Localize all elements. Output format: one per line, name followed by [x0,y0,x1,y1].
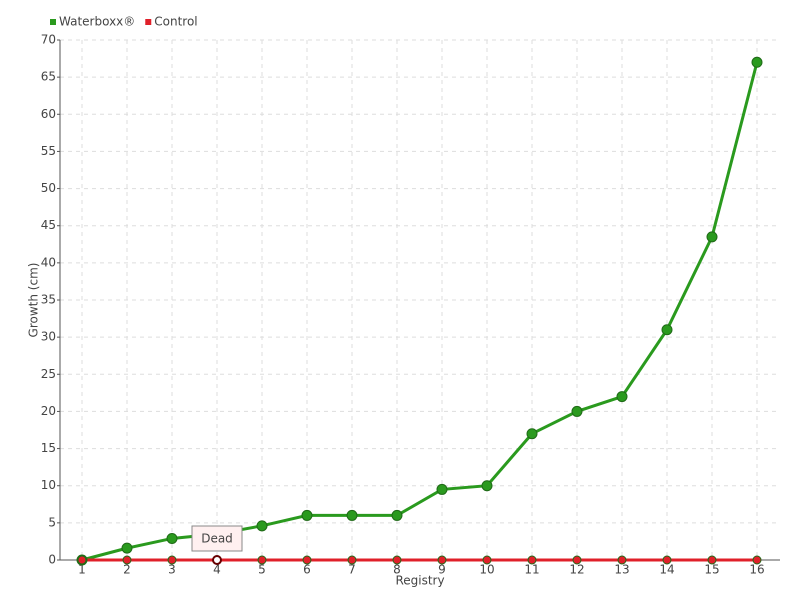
data-point [526,428,538,440]
data-point [347,555,357,565]
y-tick-label: 40 [41,255,56,269]
data-point [212,555,222,565]
data-point [706,231,718,243]
y-tick-label: 0 [48,553,56,567]
y-tick-label: 60 [41,107,56,121]
data-point [391,509,403,521]
y-tick-label: 5 [48,515,56,529]
legend-label: Control [154,15,197,29]
y-tick-label: 15 [41,441,56,455]
legend-swatch [50,19,56,25]
x-tick-label: 6 [303,563,311,577]
data-point [77,555,87,565]
x-tick-label: 5 [258,563,266,577]
y-tick-label: 20 [41,404,56,418]
legend-label: Waterboxx® [59,15,135,29]
data-point [122,555,132,565]
data-point [256,520,268,532]
data-point [572,555,582,565]
x-tick-label: 14 [659,563,674,577]
x-axis-label: Registry [395,574,444,588]
x-tick-label: 13 [614,563,629,577]
data-point [751,56,763,68]
data-point [752,555,762,565]
x-tick-label: 15 [704,563,719,577]
x-tick-label: 8 [393,563,401,577]
y-tick-label: 45 [41,218,56,232]
data-point [436,483,448,495]
data-point [121,542,133,554]
x-tick-label: 16 [749,563,764,577]
data-point [257,555,267,565]
x-tick-label: 11 [524,563,539,577]
x-tick-label: 4 [213,563,221,577]
data-point [662,555,672,565]
y-tick-label: 25 [41,367,56,381]
y-axis-label: Growth (cm) [27,263,41,338]
data-point [392,555,402,565]
data-point [616,391,628,403]
x-tick-label: 7 [348,563,356,577]
x-tick-label: 1 [78,563,86,577]
data-point [571,405,583,417]
data-point [617,555,627,565]
data-point [482,555,492,565]
data-point [661,324,673,336]
y-tick-label: 55 [41,144,56,158]
x-tick-label: 12 [569,563,584,577]
data-point [346,509,358,521]
data-point [167,555,177,565]
y-tick-label: 50 [41,181,56,195]
data-point [527,555,537,565]
data-point [301,509,313,521]
tooltip-box [191,525,243,552]
data-point [481,480,493,492]
y-tick-label: 70 [41,33,56,47]
x-tick-label: 3 [168,563,176,577]
y-tick-label: 30 [41,330,56,344]
tooltip-text: Dead [201,532,233,546]
data-point [166,532,178,544]
data-point [302,555,312,565]
x-tick-label: 10 [479,563,494,577]
data-point [437,555,447,565]
data-point [707,555,717,565]
y-tick-label: 35 [41,293,56,307]
legend-swatch [145,19,152,25]
y-tick-label: 65 [41,70,56,84]
x-tick-label: 9 [438,563,446,577]
x-tick-label: 2 [123,563,131,577]
y-tick-label: 10 [41,478,56,492]
